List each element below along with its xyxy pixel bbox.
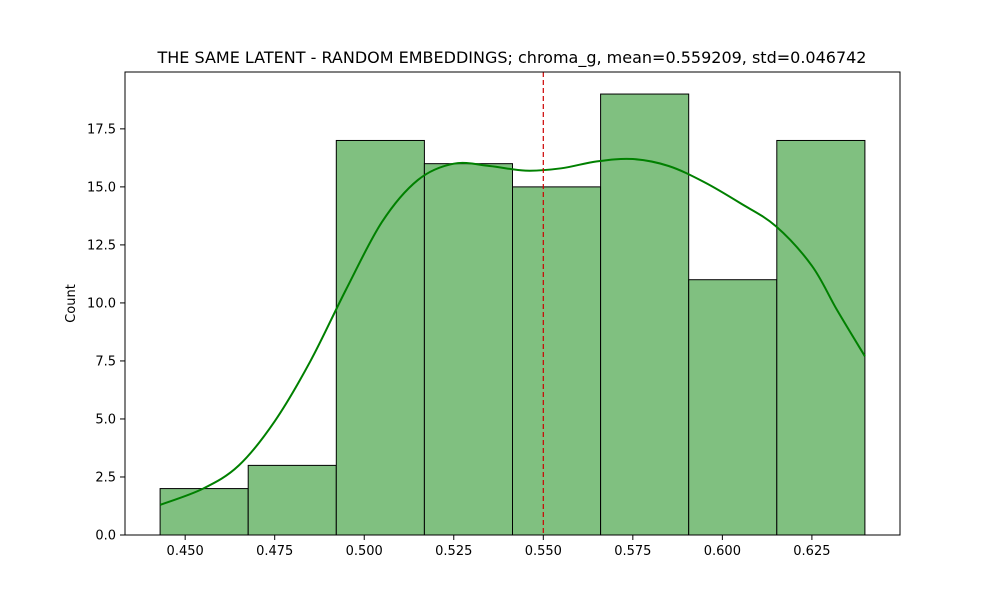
histogram-bar-0 — [159, 488, 249, 536]
histogram-bar-3 — [423, 163, 513, 536]
y-tick-label-3: 7.5 — [95, 354, 116, 369]
histogram-bar-1 — [247, 464, 337, 536]
y-tick-label-6: 15.0 — [87, 180, 116, 195]
y-tick-label-4: 10.0 — [87, 296, 116, 311]
x-tick-label-5: 0.575 — [614, 544, 651, 559]
y-tick-label-1: 2.5 — [95, 470, 116, 485]
x-tick-label-4: 0.550 — [525, 544, 562, 559]
x-axis: 0.450 0.475 0.500 0.525 0.550 0.575 0.600 0.625 — [167, 535, 831, 559]
chart-title: THE SAME LATENT - RANDOM EMBEDDINGS; chr… — [157, 48, 867, 68]
plot-frame — [124, 71, 901, 536]
x-tick-label-2: 0.500 — [346, 544, 383, 559]
y-tick-label-7: 17.5 — [87, 122, 116, 137]
y-tick-label-2: 5.0 — [95, 412, 116, 427]
histogram-bar-2 — [335, 139, 425, 536]
y-axis: 0.0 2.5 5.0 7.5 10.0 12.5 15.0 17.5 — [87, 122, 125, 544]
histogram-bars — [159, 93, 866, 536]
y-tick-label-0: 0.0 — [95, 529, 116, 544]
x-tick-label-6: 0.600 — [704, 544, 741, 559]
y-axis-label: Count — [64, 284, 79, 323]
kde-curve — [159, 157, 866, 506]
x-tick-label-1: 0.475 — [256, 544, 293, 559]
histogram-bar-7 — [776, 139, 866, 536]
histogram-bar-4 — [512, 186, 602, 536]
x-tick-label-3: 0.525 — [435, 544, 472, 559]
x-tick-label-7: 0.625 — [793, 544, 830, 559]
histogram-bar-6 — [688, 279, 778, 536]
y-tick-label-5: 12.5 — [87, 238, 116, 253]
x-tick-label-0: 0.450 — [167, 544, 204, 559]
